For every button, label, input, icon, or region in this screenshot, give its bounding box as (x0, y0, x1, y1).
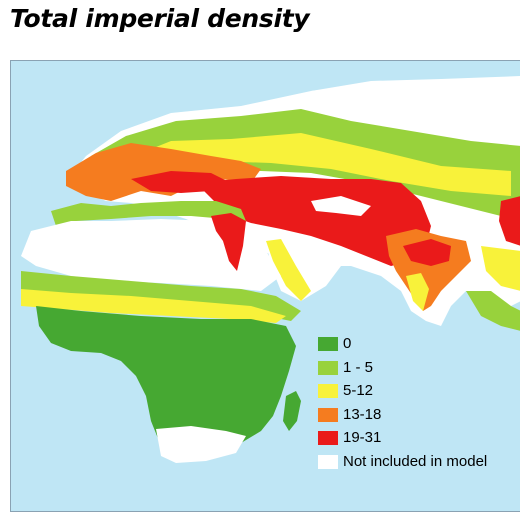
legend-label: Not included in model (343, 452, 488, 470)
region-china-red (499, 196, 520, 246)
legend-label: 13-18 (343, 405, 382, 423)
legend-swatch-not-included (318, 454, 338, 469)
legend-swatch-19-31 (318, 431, 338, 445)
legend-swatch-0 (318, 337, 338, 351)
region-north-yellow (121, 133, 511, 196)
region-persia-white-gaps (311, 196, 371, 216)
region-southern-africa-white (156, 426, 246, 463)
region-nile-red (211, 213, 246, 271)
map-canvas (11, 61, 520, 511)
region-arctic-white (311, 77, 520, 121)
legend-label: 19-31 (343, 429, 382, 446)
region-middle-east-red (196, 176, 431, 266)
region-india-yellow (406, 273, 429, 311)
region-southeast-asia-green (466, 291, 520, 331)
region-sub-saharan-dark-green (36, 306, 296, 451)
legend-swatch-13-18 (318, 407, 338, 422)
map-title: Total imperial density (10, 4, 310, 33)
region-mediterranean-orange (66, 143, 261, 201)
region-east-asia-yellow (481, 246, 520, 291)
legend-swatch-5-12 (318, 384, 338, 398)
legend-label: 5-12 (343, 382, 374, 399)
region-arabia-yellow (266, 239, 311, 301)
density-map (10, 60, 520, 512)
region-sahel-yellow (21, 289, 286, 323)
region-north-africa-light-green (51, 201, 246, 226)
legend-label: 1 - 5 (343, 358, 374, 376)
region-india-red (403, 239, 451, 266)
legend-swatch-1-5 (318, 360, 338, 375)
legend-label: 0 (343, 335, 352, 352)
region-sahara-white (21, 219, 281, 291)
region-madagascar-green (283, 391, 301, 431)
